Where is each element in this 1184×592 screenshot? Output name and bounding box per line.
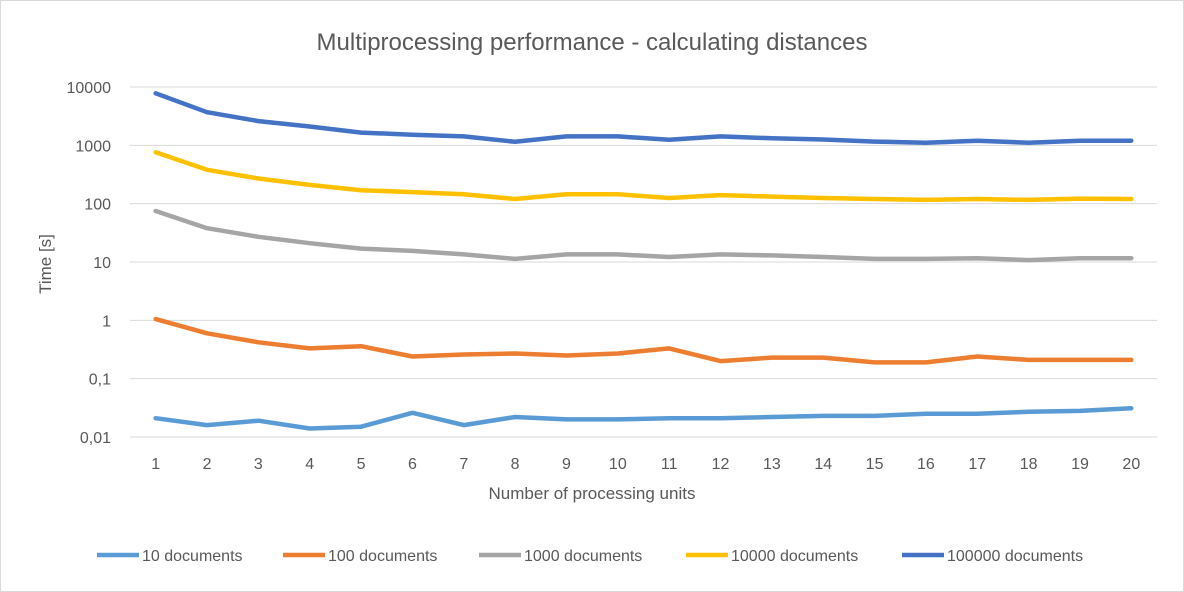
x-tick-label: 7 <box>459 456 468 473</box>
x-tick-label: 3 <box>254 456 263 473</box>
x-tick-label: 14 <box>814 456 832 473</box>
x-tick-label: 11 <box>661 456 678 473</box>
x-tick-label: 10 <box>609 456 627 473</box>
y-tick-label: 0,01 <box>80 430 111 447</box>
gridlines <box>130 86 1157 438</box>
x-tick-label: 19 <box>1071 456 1089 473</box>
x-tick-label: 12 <box>712 456 730 473</box>
chart-title: Multiprocessing performance - calculatin… <box>317 29 868 56</box>
x-tick-label: 16 <box>917 456 935 473</box>
series-lines <box>153 91 1134 431</box>
legend: 10 documents 100 documents 1000 documents 1… <box>97 548 1083 565</box>
x-tick-label: 6 <box>408 456 417 473</box>
legend-label-5: 100000 documents <box>947 548 1083 565</box>
x-axis-title: Number of processing units <box>489 484 696 503</box>
series-line-2 <box>153 316 1134 365</box>
x-tick-label: 13 <box>763 456 781 473</box>
y-tick-label: 10000 <box>67 80 112 97</box>
legend-label-1: 10 documents <box>142 548 243 565</box>
x-tick-label: 17 <box>968 456 986 473</box>
x-tick-label: 4 <box>305 456 314 473</box>
legend-label-3: 1000 documents <box>524 548 642 565</box>
x-tick-label: 20 <box>1122 456 1140 473</box>
x-tick-label: 15 <box>866 456 884 473</box>
legend-label-2: 100 documents <box>328 548 437 565</box>
y-tick-label: 1 <box>102 313 111 330</box>
series-line-1 <box>153 406 1134 431</box>
x-axis-ticks: 1 2 3 4 5 6 7 8 9 10 11 12 13 14 15 16 17 18 19 20 <box>151 456 1140 473</box>
x-tick-label: 2 <box>203 456 212 473</box>
y-axis-title: Time [s] <box>36 234 55 294</box>
y-tick-label: 100 <box>84 197 111 214</box>
series-line-4 <box>153 150 1134 203</box>
x-tick-label: 1 <box>151 456 160 473</box>
x-tick-label: 5 <box>357 456 366 473</box>
x-tick-label: 9 <box>562 456 571 473</box>
y-axis-ticks: 10000 1000 100 10 1 0,1 0,01 <box>67 80 112 447</box>
x-tick-label: 8 <box>511 456 520 473</box>
y-tick-label: 0,1 <box>89 372 111 389</box>
series-line-3 <box>153 208 1134 263</box>
series-line-5 <box>153 91 1134 145</box>
y-tick-label: 10 <box>93 255 111 272</box>
y-tick-label: 1000 <box>75 138 111 155</box>
x-tick-label: 18 <box>1020 456 1038 473</box>
legend-label-4: 10000 documents <box>731 548 858 565</box>
